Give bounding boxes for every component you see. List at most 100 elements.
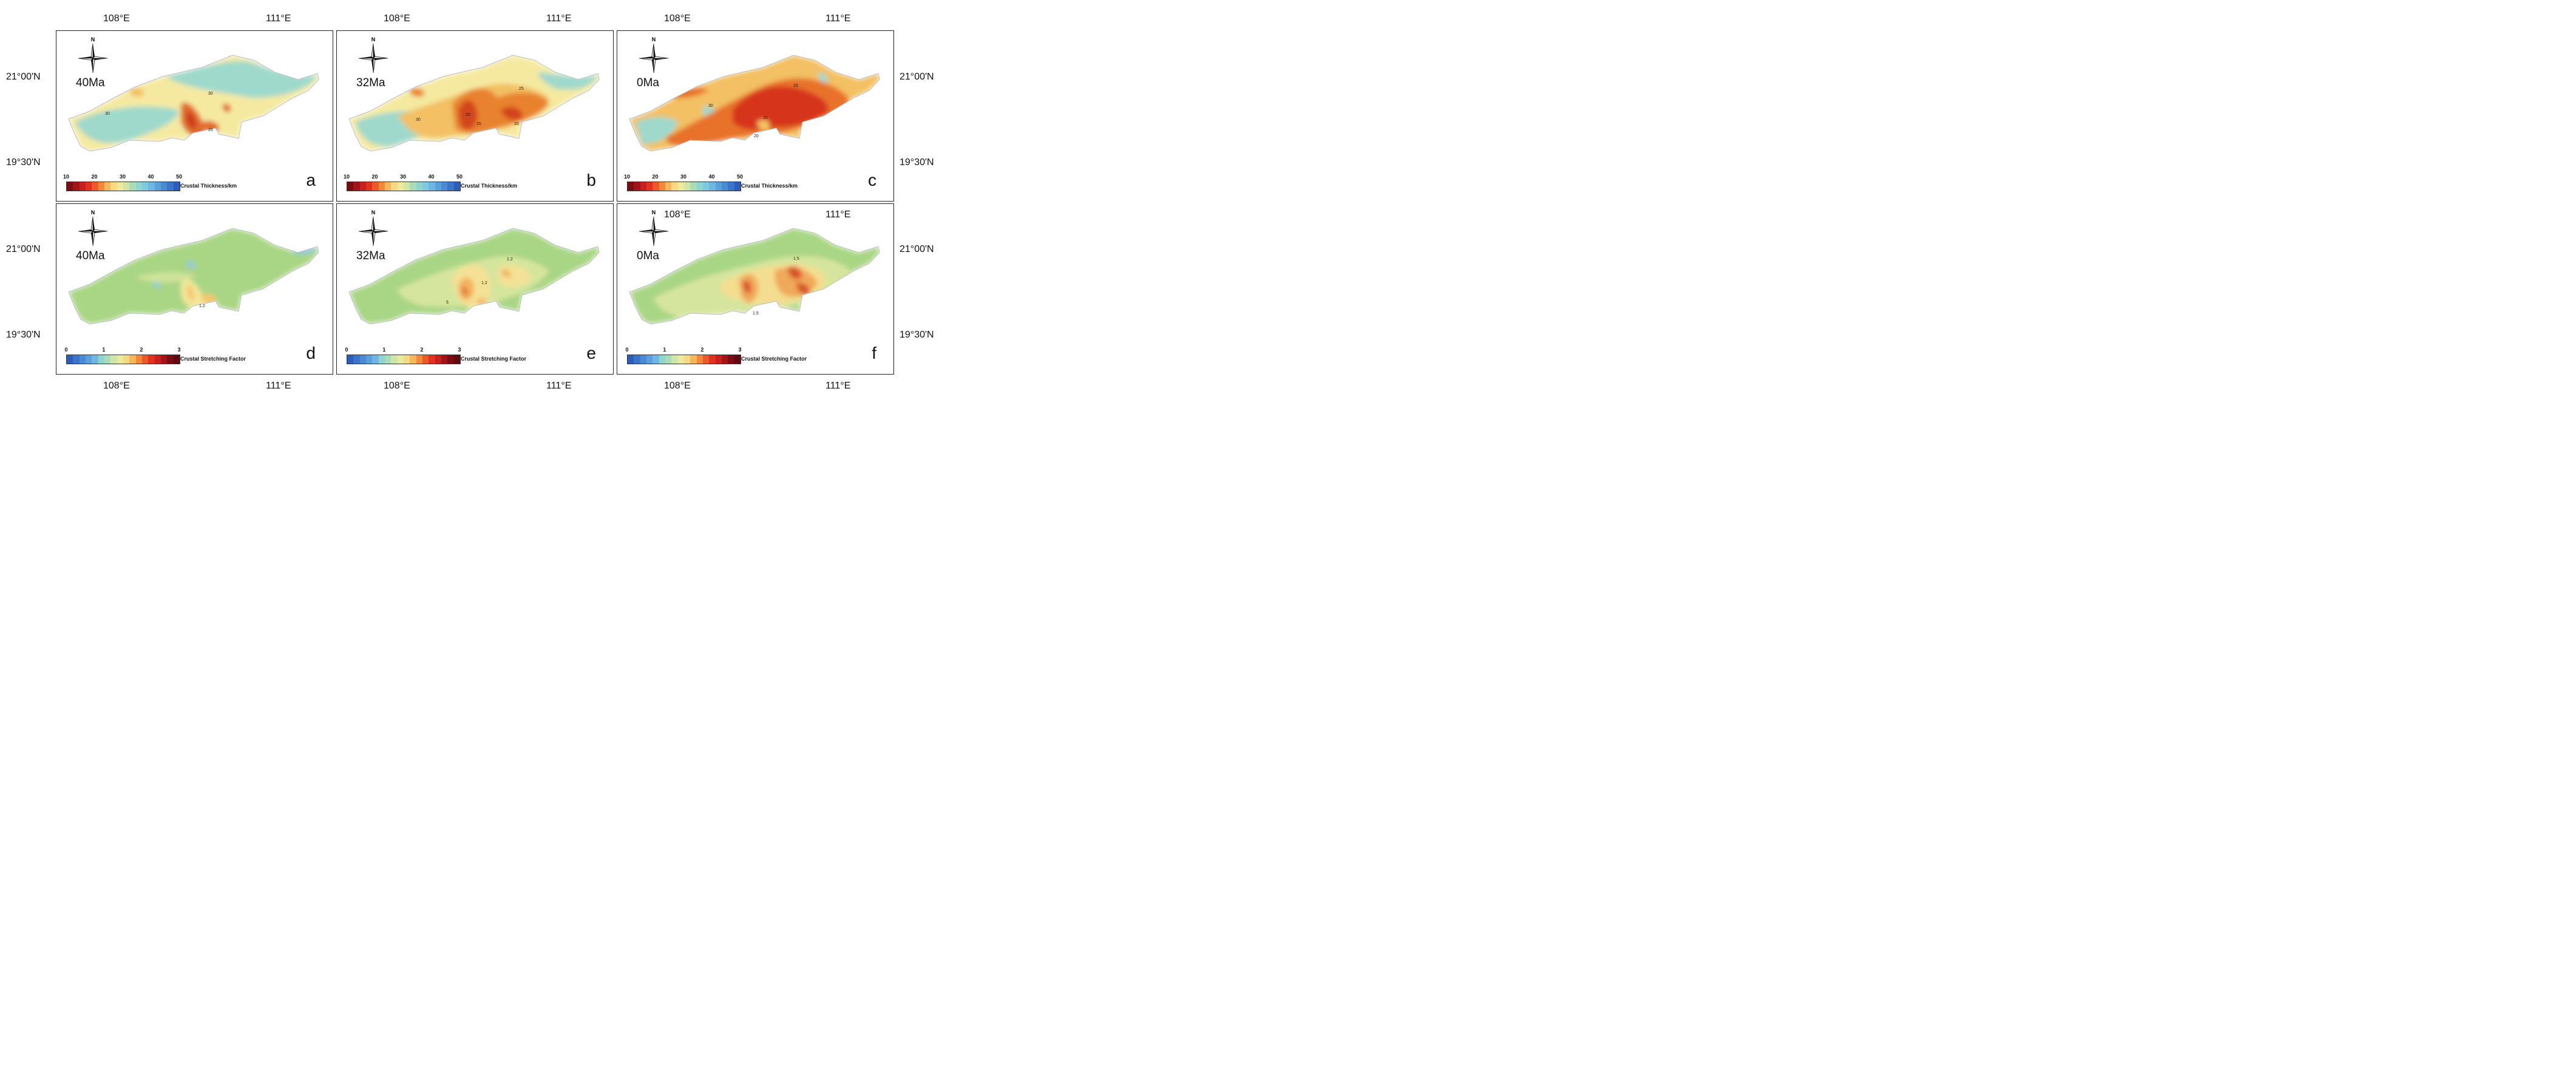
colorbar-tick-label: 30 — [399, 174, 407, 180]
colorbar-swatch — [683, 355, 691, 364]
age-label: 0Ma — [637, 250, 659, 262]
top-lon-label: 108°E — [103, 13, 130, 24]
colorbar-swatch — [453, 182, 460, 191]
bottom-lon-label: 111°E — [825, 381, 851, 391]
top-lon-label: 108°E — [384, 13, 410, 24]
colorbar-swatch — [728, 355, 734, 364]
colorbar-swatch — [696, 355, 703, 364]
colorbar-swatch — [148, 355, 155, 364]
colorbar-swatch — [715, 182, 722, 191]
colorbar-swatch — [160, 182, 168, 191]
right-lat-label: 19°30'N — [900, 330, 934, 340]
colorbar-swatch — [372, 355, 379, 364]
contour-label: 1.5 — [753, 311, 759, 316]
contour-label: 1.2 — [507, 257, 513, 262]
colorbar-swatch — [628, 182, 634, 191]
colorbar-tick-label: 50 — [736, 174, 744, 180]
bottom-lon-label: 108°E — [664, 381, 691, 391]
contour-map: 1.5 1.5 — [629, 228, 880, 325]
colorbar-swatch — [167, 355, 174, 364]
colorbar-swatch — [135, 182, 142, 191]
colorbar-tick-label: 10 — [623, 174, 631, 180]
colorbar-swatch — [702, 182, 710, 191]
contour-label: 30 — [416, 118, 421, 122]
colorbar-swatch — [429, 182, 435, 191]
colorbar-tick-label: 3 — [738, 347, 742, 353]
colorbar-swatch — [359, 182, 366, 191]
colorbar-swatch — [73, 182, 80, 191]
colorbar-swatch — [123, 182, 130, 191]
map-panel-f: 1.5 1.5 N 0Ma f 0 1 2 3 Crustal Stretching Fa… — [617, 203, 894, 375]
panel-letter: a — [306, 171, 316, 189]
colorbar-swatch — [652, 182, 659, 191]
colorbar-title: Crustal Stretching Factor — [461, 356, 527, 362]
colorbar — [347, 355, 461, 364]
colorbar-swatch — [384, 182, 391, 191]
contour-label: 25 — [476, 122, 481, 126]
colorbar-tick-label: 20 — [371, 174, 378, 180]
colorbar-legend: 10 20 30 40 50 Crustal Thickness/km — [63, 174, 239, 198]
colorbar-swatch — [110, 355, 117, 364]
colorbar-title: Crustal Thickness/km — [461, 183, 518, 189]
bottom-lon-label: 108°E — [384, 381, 410, 391]
colorbar-swatch — [721, 355, 728, 364]
panel-letter: b — [586, 171, 596, 189]
colorbar-tick-label: 40 — [708, 174, 715, 180]
colorbar-swatch — [665, 355, 672, 364]
panel-letter: f — [872, 344, 876, 362]
contour-label: 25 — [519, 87, 524, 91]
colorbar-swatch — [734, 355, 741, 364]
right-lat-label: 19°30'N — [900, 157, 934, 168]
colorbar-swatch — [92, 182, 98, 191]
contour-label: 30 — [105, 112, 110, 116]
colorbar-swatch — [98, 182, 104, 191]
colorbar-swatch — [447, 182, 454, 191]
colorbar-legend: 10 20 30 40 50 Crustal Thickness/km — [344, 174, 520, 198]
inner-lon-label: 111°E — [825, 209, 851, 220]
colorbar-swatch — [709, 182, 716, 191]
north-arrow-icon: N — [636, 36, 672, 76]
map-panel-e: 1.2 1.2 5 N 32Ma e 0 1 2 3 Crustal Stretching … — [336, 203, 614, 375]
colorbar-tick-label: 20 — [652, 174, 659, 180]
right-lat-label: 21°00'N — [900, 72, 934, 82]
svg-text:N: N — [91, 36, 95, 42]
contour-label: 20 — [754, 134, 759, 138]
colorbar-swatch — [646, 182, 653, 191]
colorbar-swatch — [403, 355, 410, 364]
colorbar-swatch — [403, 182, 410, 191]
colorbar-title: Crustal Stretching Factor — [180, 356, 246, 362]
colorbar-swatch — [67, 182, 73, 191]
colorbar-tick-label: 1 — [663, 347, 666, 353]
contour-label: 1.2 — [199, 304, 205, 308]
age-label: 32Ma — [356, 76, 385, 89]
map-panel-a: 30 30 25 N 40Ma a 10 20 30 40 50 Crustal Thickn… — [56, 30, 333, 202]
colorbar-swatch — [410, 182, 416, 191]
colorbar-swatch — [429, 355, 435, 364]
colorbar-swatch — [167, 182, 174, 191]
figure: 108°E 111°E 108°E 111°E 108°E 111°E 108°… — [0, 0, 952, 398]
svg-text:N: N — [652, 209, 656, 216]
svg-text:N: N — [652, 36, 656, 42]
colorbar-swatch — [397, 182, 404, 191]
left-lat-label: 19°30'N — [6, 330, 41, 340]
colorbar-swatch — [391, 182, 398, 191]
colorbar-swatch — [129, 355, 136, 364]
contour-label: 25 — [208, 128, 213, 132]
colorbar-swatch — [628, 355, 634, 364]
colorbar-legend: 10 20 30 40 50 Crustal Thickness/km — [623, 174, 800, 198]
colorbar-swatch — [447, 355, 454, 364]
colorbar-swatch — [422, 355, 429, 364]
contour-map: 1.2 1.2 5 — [348, 228, 600, 325]
left-lat-label: 19°30'N — [6, 157, 41, 168]
top-lon-label: 111°E — [825, 13, 851, 24]
contour-map: 30 30 25 — [68, 55, 319, 152]
top-lon-label: 111°E — [546, 13, 572, 24]
colorbar-swatch — [683, 182, 691, 191]
colorbar-swatch — [353, 355, 360, 364]
colorbar-swatch — [690, 182, 697, 191]
colorbar-swatch — [453, 355, 460, 364]
colorbar-swatch — [378, 355, 385, 364]
colorbar-swatch — [67, 355, 73, 364]
colorbar-swatch — [422, 182, 429, 191]
colorbar-legend: 0 1 2 3 Crustal Stretching Factor — [625, 347, 807, 371]
